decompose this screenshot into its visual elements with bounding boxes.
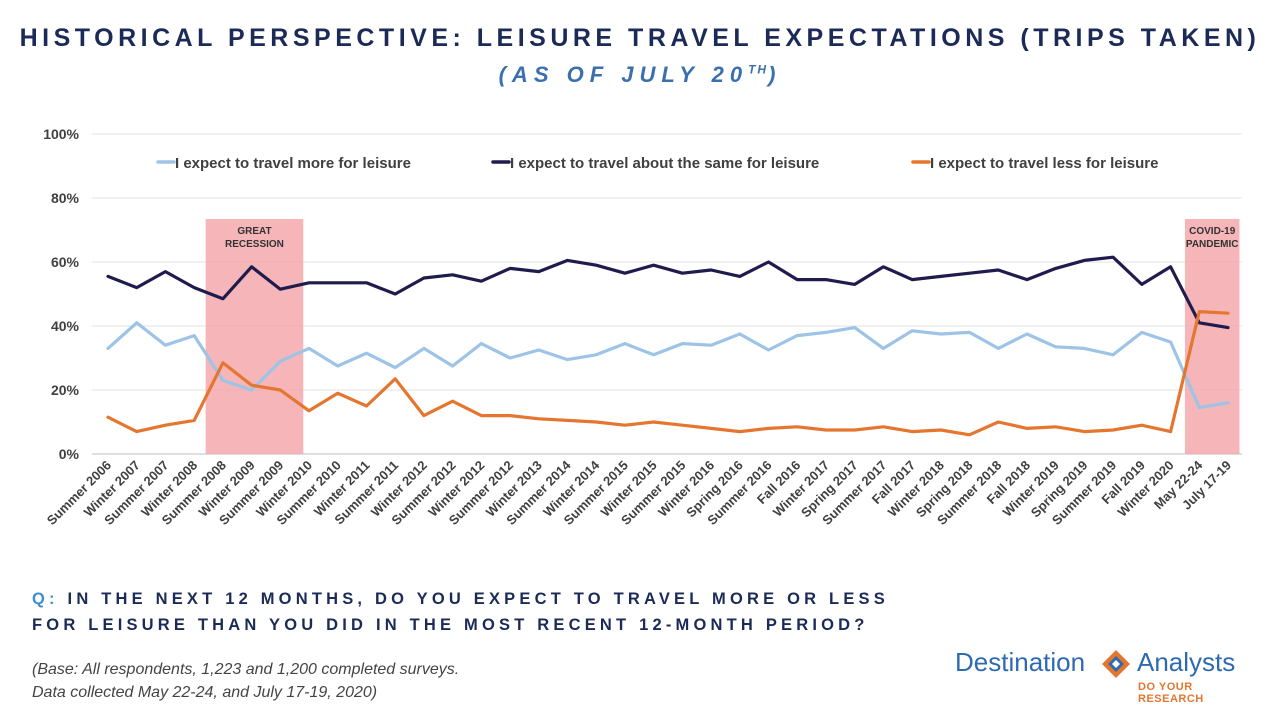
series-line-3 [106,310,1230,437]
legend-label: I expect to travel less for leisure [930,155,1158,172]
y-tick-label: 100% [43,126,79,142]
shaded-region [205,219,304,454]
shaded-region-label: GREAT [237,226,271,237]
shaded-region-label: COVID-19 [1189,226,1236,237]
page-title: HISTORICAL PERSPECTIVE: LEISURE TRAVEL E… [19,24,1261,52]
series-line-1 [106,321,1230,410]
footnote-line-1: (Base: All respondents, 1,223 and 1,200 … [32,661,460,678]
question-line-1: IN THE NEXT 12 MONTHS, DO YOU EXPECT TO … [67,590,889,608]
question-line-2: FOR LEISURE THAN YOU DID IN THE MOST REC… [32,616,869,634]
footnote-line-2: Data collected May 22-24, and July 17-19… [32,684,378,701]
y-tick-label: 40% [51,318,80,334]
legend-label: I expect to travel more for leisure [175,155,411,172]
subtitle-text: (AS OF JULY 20 [498,62,749,87]
line-chart: 0% 20% 40% 60% 80% 100% GREAT RECESSION COVID-19… [43,126,1242,528]
survey-question: Q: IN THE NEXT 12 MONTHS, DO YOU EXPECT … [32,586,889,638]
y-tick-label: 80% [51,190,80,206]
logo-word-2: Analysts [1137,647,1236,677]
subtitle-end: ) [768,62,782,87]
y-tick-label: 60% [51,254,80,270]
shaded-region-label: RECESSION [225,239,284,250]
y-tick-label: 0% [59,446,80,462]
subtitle-superscript: TH [748,62,769,77]
logo-word-1: Destination [955,647,1086,677]
diamond-logo-icon [1102,650,1130,678]
page-subtitle: (AS OF JULY 20TH) [0,62,1280,88]
legend-label: I expect to travel about the same for le… [510,155,819,172]
series-line-2 [106,255,1230,330]
logo-tagline: DO YOUR RESEARCH [1138,681,1204,705]
company-logo: Destination Analysts DO YOUR RESEARCH [955,645,1260,705]
base-footnote: (Base: All respondents, 1,223 and 1,200 … [32,658,459,704]
shaded-region-label: PANDEMIC [1186,239,1239,250]
y-tick-label: 20% [51,382,80,398]
question-prefix: Q: [32,590,59,608]
